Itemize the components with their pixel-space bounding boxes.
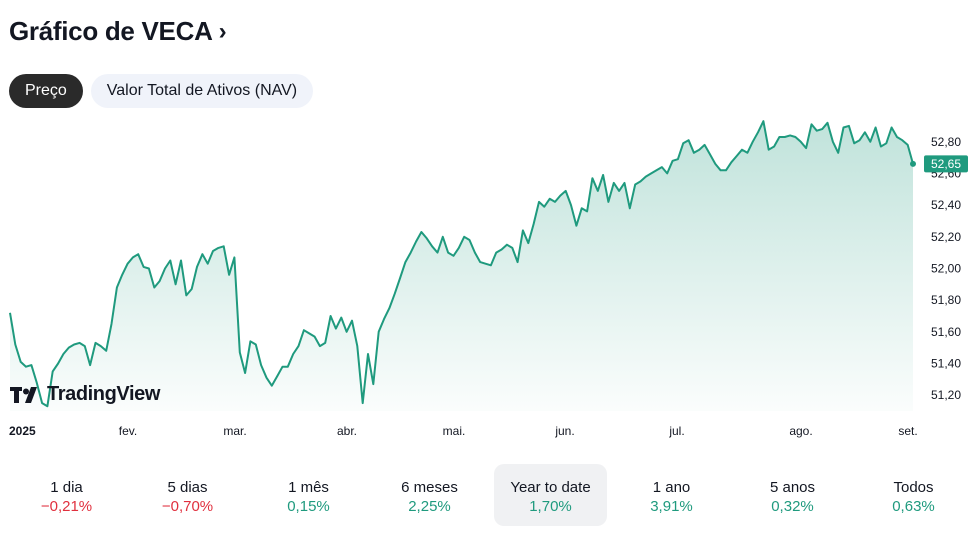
period-label: 5 dias	[167, 479, 208, 496]
last-price-label: 52,65	[931, 157, 961, 171]
toggle-price[interactable]: Preço	[9, 74, 83, 108]
x-tick-label: ago.	[789, 424, 812, 438]
x-tick-label: mai.	[443, 424, 466, 438]
last-price-box	[924, 155, 968, 173]
y-tick-label: 52,40	[931, 198, 961, 212]
period-label: 1 mês	[288, 479, 329, 496]
period-year-to-date[interactable]: Year to date 1,70%	[494, 464, 607, 526]
chart-title-link[interactable]: Gráfico de VECA ›	[9, 16, 227, 47]
x-tick-label: jun.	[554, 424, 574, 438]
price-chart[interactable]: 52,8052,6052,4052,2052,0051,8051,6051,40…	[0, 118, 975, 448]
x-tick-label: 2025	[9, 424, 36, 438]
period-change: 3,91%	[650, 498, 693, 515]
x-tick-label: jul.	[668, 424, 684, 438]
toggle-nav[interactable]: Valor Total de Ativos (NAV)	[90, 74, 314, 108]
price-line	[9, 120, 914, 408]
chart-mode-toggles: Preço Valor Total de Ativos (NAV)	[9, 74, 314, 108]
period-change: 0,32%	[771, 498, 814, 515]
period-label: 1 dia	[50, 479, 83, 496]
period-change: 0,15%	[287, 498, 330, 515]
y-tick-label: 51,60	[931, 325, 961, 339]
last-price-marker: 52,65	[924, 155, 968, 173]
period-change: 0,63%	[892, 498, 935, 515]
period-6-months[interactable]: 6 meses 2,25%	[373, 464, 486, 526]
y-tick-label: 51,80	[931, 293, 961, 307]
period-label: Year to date	[510, 479, 591, 496]
chevron-right-icon: ›	[218, 17, 227, 45]
x-tick-label: abr.	[337, 424, 357, 438]
tradingview-logo[interactable]: TradingView	[10, 383, 160, 406]
period-label: Todos	[893, 479, 934, 496]
period-label: 1 ano	[652, 479, 691, 496]
period-change: 2,25%	[408, 498, 451, 515]
logo-text: TradingView	[47, 383, 161, 405]
x-tick-label: mar.	[223, 424, 246, 438]
period-change: −0,70%	[161, 498, 214, 515]
x-tick-label: set.	[898, 424, 917, 438]
last-price-dot	[910, 160, 916, 167]
page-title: Gráfico de VECA	[9, 16, 213, 46]
period-change: 1,70%	[529, 498, 572, 515]
price-area-fill	[10, 121, 913, 411]
y-tick-label: 52,20	[931, 230, 961, 244]
y-axis: 52,8052,6052,4052,2052,0051,8051,6051,40…	[931, 135, 961, 402]
period-label: 6 meses	[401, 479, 458, 496]
y-tick-label: 51,20	[931, 388, 961, 402]
period-5-years[interactable]: 5 anos 0,32%	[736, 464, 849, 526]
x-axis: 2025 fev. mar. abr. mai. jun. jul. ago. set.	[9, 424, 918, 438]
period-all[interactable]: Todos 0,63%	[857, 464, 970, 526]
period-label: 5 anos	[769, 479, 816, 496]
period-1-day[interactable]: 1 dia −0,21%	[10, 464, 123, 526]
period-selector: 1 dia −0,21% 5 dias −0,70% 1 mês 0,15% 6…	[10, 464, 975, 526]
tradingview-logo-icon	[10, 386, 37, 403]
period-5-days[interactable]: 5 dias −0,70%	[131, 464, 244, 526]
y-tick-label: 52,80	[931, 135, 961, 149]
y-tick-label: 51,40	[931, 356, 961, 370]
period-1-month[interactable]: 1 mês 0,15%	[252, 464, 365, 526]
x-tick-label: fev.	[119, 424, 137, 438]
y-tick-label: 52,00	[931, 261, 961, 275]
period-change: −0,21%	[40, 498, 93, 515]
period-1-year[interactable]: 1 ano 3,91%	[615, 464, 728, 526]
